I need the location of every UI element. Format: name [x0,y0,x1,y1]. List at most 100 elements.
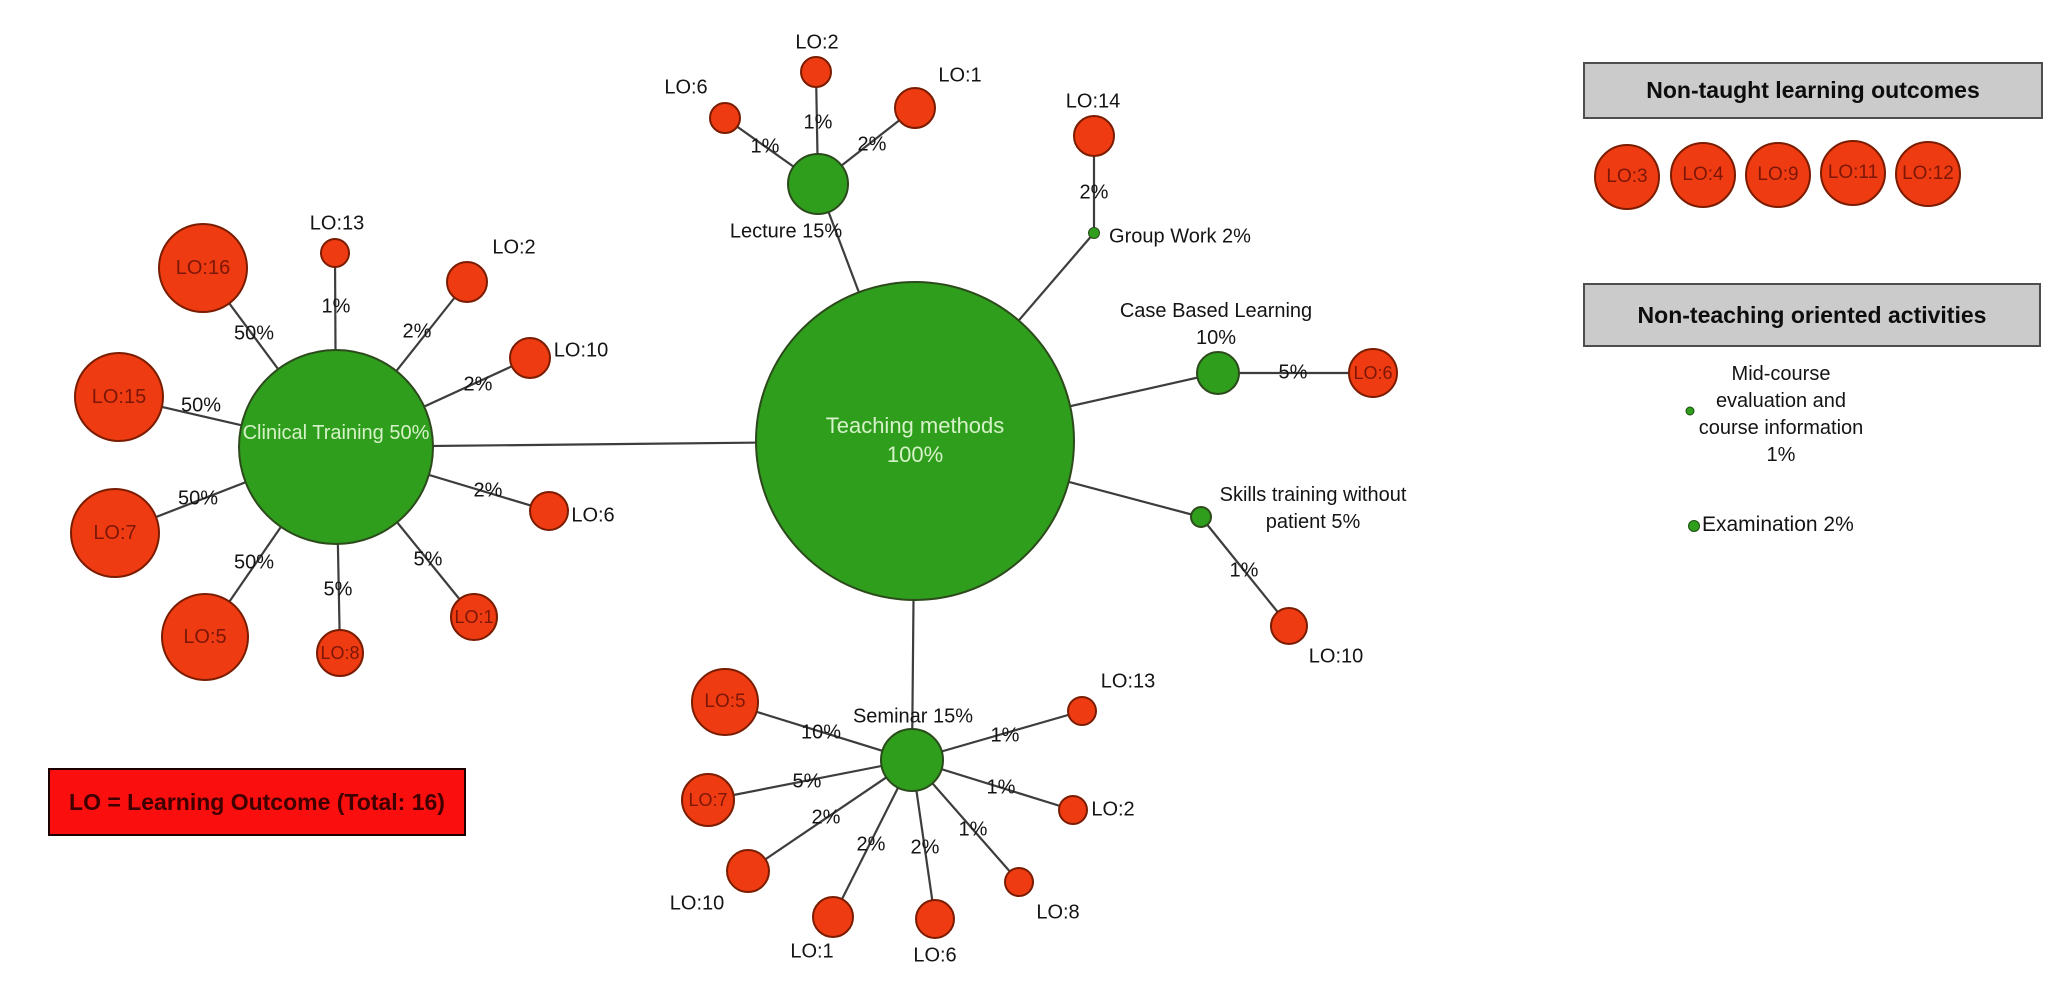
node-label-seminar-lo2: LO:2 [1091,797,1134,824]
edge-percentage-label: 5% [1278,361,1308,384]
green-node-label-line: Teaching methods [825,413,1005,439]
examination-dot-icon [1688,520,1700,532]
red-node-seminar-lo7: LO:7 [681,773,735,827]
node-label-line: LO:2 [1091,798,1135,821]
red-node-label: LO:7 [93,521,137,544]
node-label-lecture: Lecture 15% [730,219,842,246]
edge-percentage-label: 2% [463,373,493,396]
node-label-seminar-lo10: LO:10 [670,891,724,918]
red-node-seminar-lo8 [1004,867,1034,897]
green-node-label-line: 100% [886,442,944,467]
node-label-line: LO:13 [309,212,365,235]
node-label-line: LO:6 [913,944,957,967]
green-node-group-work [1088,227,1100,239]
red-node-label: LO:7 [688,789,728,810]
mid-course-line: Mid-course [1731,363,1831,385]
green-node-label: Teaching methods 100% [826,412,1005,469]
node-label-seminar-lo6: LO:6 [913,943,956,970]
mid-course-dot-icon [1685,406,1695,416]
edge-percentage-label: 2% [402,320,432,343]
red-node-label: LO:5 [183,625,227,648]
green-node-case-based-learning [1196,351,1240,395]
red-node-clinical-lo6 [529,491,569,531]
node-label-case-based-learning: Case Based Learning 10% [1120,298,1312,352]
node-label-lecture-lo6: LO:6 [664,75,707,102]
legend-box: LO = Learning Outcome (Total: 16) [48,768,466,836]
examination-item: Examination 2% [1702,513,1854,536]
red-node-cbl-lo6: LO:6 [1348,348,1398,398]
edge-percentage-label: 1% [986,776,1016,799]
red-node-label: LO:16 [175,256,231,279]
red-node-label: LO:6 [1353,362,1393,383]
edge-percentage-label: 1% [958,818,988,841]
node-label-seminar-lo1: LO:1 [790,939,833,966]
node-label-line: LO:10 [669,892,725,915]
edge-percentage-label: 10% [800,721,842,744]
node-label-seminar-lo13: LO:13 [1101,669,1155,696]
green-node-lecture [787,153,849,215]
edge-percentage-label: 50% [180,394,222,417]
node-label-line: LO:1 [938,64,982,87]
edge-percentage-label: 50% [233,551,275,574]
node-label-line: Case Based Learning [1119,300,1313,322]
node-label-line: LO:2 [795,31,839,54]
node-label-line: LO:6 [571,504,615,527]
edge-line [747,759,913,872]
red-node-seminar-lo5: LO:5 [691,668,759,736]
edge-percentage-label: 2% [857,133,887,156]
green-node-label-line: Clinical Training 50% [242,422,430,444]
red-node-skills-lo10 [1270,607,1308,645]
node-label-seminar-lo8: LO:8 [1036,900,1079,927]
edge-percentage-label: 2% [473,479,503,502]
node-label-line: LO:8 [1036,901,1080,924]
node-label-lecture-lo2: LO:2 [795,30,838,57]
edge-percentage-label: 1% [750,135,780,158]
red-node-clinical-lo5: LO:5 [161,593,249,681]
node-label-line: Skills training without [1219,484,1407,506]
red-node-clinical-lo7: LO:7 [70,488,160,578]
red-node-lecture-lo6 [709,102,741,134]
red-node-clinical-lo16: LO:16 [158,223,248,313]
red-node-label: LO:4 [1682,164,1724,185]
red-node-seminar-lo6 [915,899,955,939]
non-taught-panel-header: Non-taught learning outcomes [1583,62,2043,119]
node-label-line: LO:2 [492,236,536,259]
red-node-label: LO:11 [1827,162,1879,183]
edge-percentage-label: 1% [803,111,833,134]
node-label-group-work: Group Work 2% [1109,224,1251,251]
node-label-line: LO:10 [1308,645,1364,668]
node-label-clinical-lo13: LO:13 [310,211,364,238]
green-node-teaching-methods: Teaching methods 100% [755,281,1075,601]
red-node-label: LO:3 [1606,166,1648,187]
node-label-clinical-lo6: LO:6 [571,503,614,530]
node-label-clinical-lo2: LO:2 [492,235,535,262]
non-teaching-panel-title: Non-teaching oriented activities [1637,301,1987,328]
non-teaching-panel-header: Non-teaching oriented activities [1583,283,2041,347]
edge-percentage-label: 5% [323,578,353,601]
edge-percentage-label: 5% [413,548,443,571]
red-node-clinical-lo8: LO:8 [316,629,364,677]
red-node-label: LO:9 [1757,164,1799,185]
edge-percentage-label: 1% [321,295,351,318]
edge-percentage-label: 5% [792,770,822,793]
red-node-lecture-lo2 [800,56,832,88]
node-label-clinical-lo10: LO:10 [554,338,608,365]
red-node-label: LO:1 [454,606,494,627]
node-label-line: LO:1 [790,940,834,963]
green-node-clinical-training: Clinical Training 50% [238,349,434,545]
red-node-seminar-lo1 [812,896,854,938]
node-label-line: patient 5% [1265,511,1361,533]
edge-percentage-label: 2% [856,833,886,856]
red-node-nontaught-lo9: LO:9 [1745,142,1811,208]
node-label-line: Seminar 15% [852,705,974,728]
red-node-label: LO:12 [1902,163,1954,184]
mid-course-line: evaluation and [1715,390,1847,412]
green-node-seminar [880,728,944,792]
edge-percentage-label: 2% [910,836,940,859]
red-node-seminar-lo10 [726,849,770,893]
node-label-line: LO:6 [664,76,708,99]
edge-percentage-label: 2% [1079,181,1109,204]
node-label-seminar: Seminar 15% [853,704,973,731]
red-node-clinical-lo2 [446,261,488,303]
